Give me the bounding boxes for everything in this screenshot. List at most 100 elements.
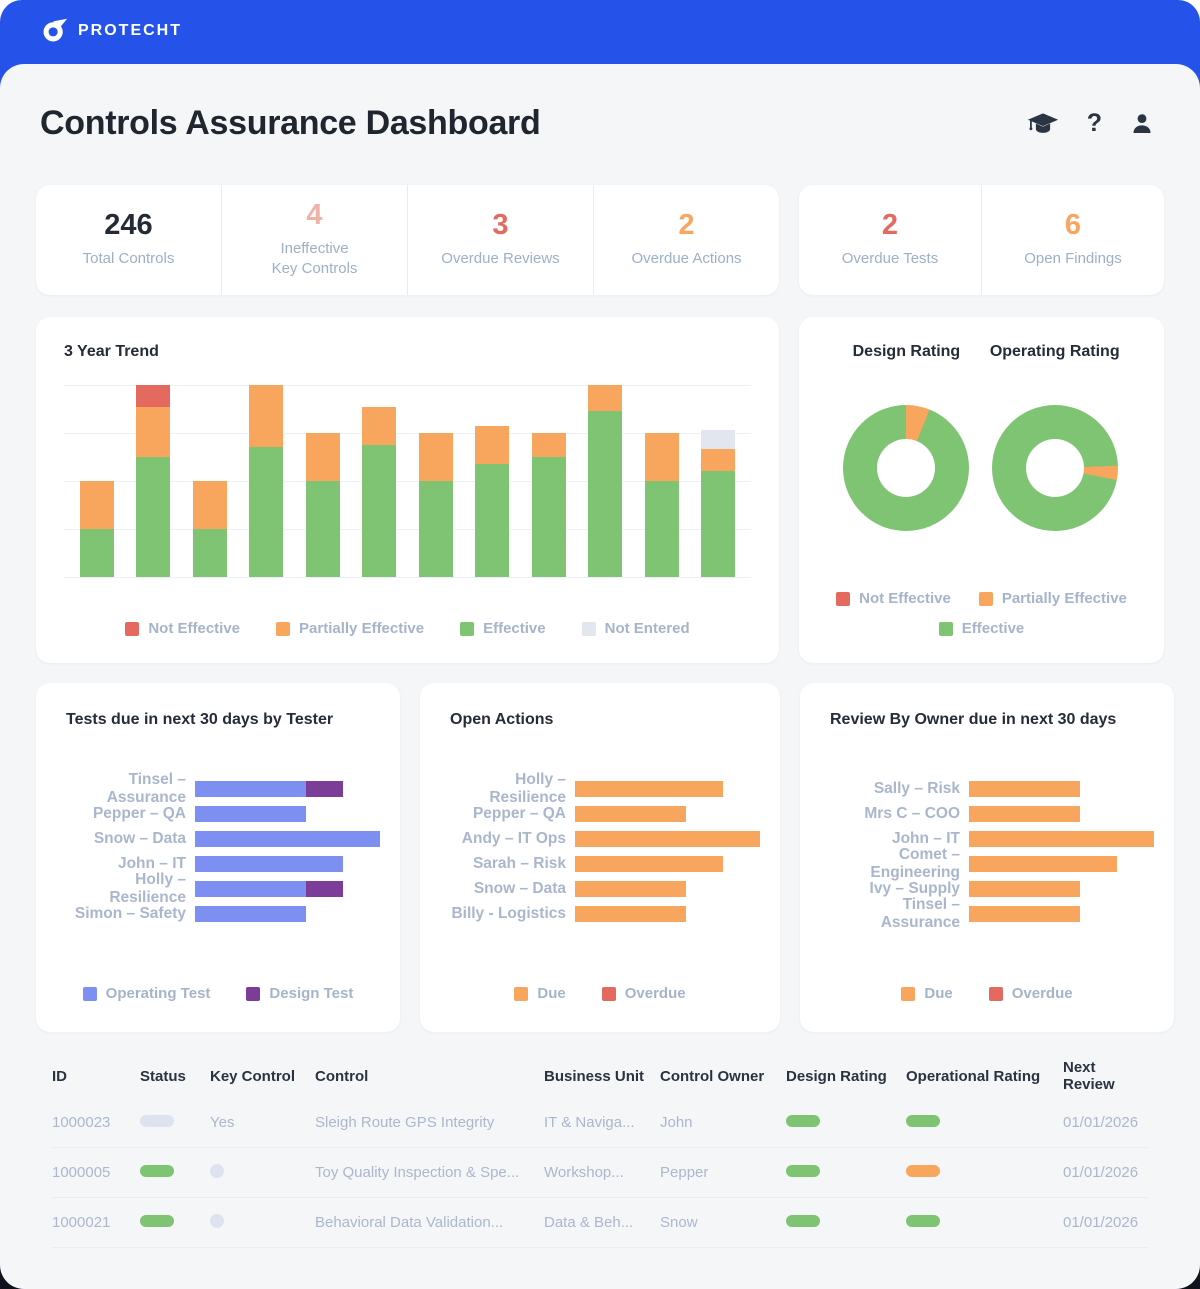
hbar-label: Simon – Safety <box>74 905 186 922</box>
hbar-segment-partially_effective[interactable] <box>969 831 1154 847</box>
hbar-segment-partially_effective[interactable] <box>575 781 723 797</box>
trend-bar-segment-effective[interactable] <box>305 481 340 577</box>
tests-due-title: Tests due in next 30 days by Tester <box>66 711 334 728</box>
hbar-row: Simon – Safety <box>56 905 380 922</box>
hbar-row: Sally – Risk <box>820 780 1154 797</box>
hbar-row: Holly – Resilience <box>440 771 760 806</box>
trend-gridline <box>64 577 751 578</box>
legend-label: Overdue <box>624 985 686 1002</box>
trend-bar[interactable] <box>305 433 340 577</box>
hbar-segment-design[interactable] <box>306 881 343 897</box>
trend-bar-segment-effective[interactable] <box>475 464 510 577</box>
kpi-stat[interactable]: 3 Overdue Reviews <box>408 185 594 295</box>
hbar-segment-partially_effective[interactable] <box>969 856 1117 872</box>
kpi-value: 2 <box>678 208 695 241</box>
table-row[interactable]: 1000023 Yes Sleigh Route GPS Integrity IT &… <box>52 1098 1148 1148</box>
hbar-track <box>575 831 760 847</box>
hbar-label: Andy – IT Ops <box>461 830 566 847</box>
operational_rating-pill <box>906 1115 940 1127</box>
table-cell-control: Behavioral Data Validation... <box>315 1214 504 1231</box>
trend-bar[interactable] <box>700 430 735 577</box>
operating-swatch-icon <box>82 986 97 1001</box>
trend-bar[interactable] <box>418 433 453 577</box>
trend-bar-segment-partially_effective[interactable] <box>80 481 114 529</box>
trend-bar[interactable] <box>80 481 114 577</box>
trend-bar-segment-not_effective[interactable] <box>136 385 171 407</box>
trend-bar-segment-effective[interactable] <box>192 529 227 577</box>
table-cell-status <box>140 1214 210 1231</box>
trend-bar-segment-effective[interactable] <box>588 411 623 577</box>
hbar-track <box>969 856 1154 872</box>
trend-bar-segment-partially_effective[interactable] <box>531 433 566 457</box>
trend-bar-segment-partially_effective[interactable] <box>700 449 735 471</box>
trend-bar-segment-partially_effective[interactable] <box>588 385 623 411</box>
hbar-segment-partially_effective[interactable] <box>575 906 686 922</box>
trend-bar-segment-partially_effective[interactable] <box>418 433 453 481</box>
trend-bar-segment-effective[interactable] <box>418 481 453 577</box>
protecht-logo[interactable]: PROTECHT <box>40 17 182 45</box>
hbar-segment-operating[interactable] <box>195 906 306 922</box>
trend-bar-segment-effective[interactable] <box>80 529 114 577</box>
trend-bar-segment-not_entered[interactable] <box>700 430 735 449</box>
trend-bar-segment-partially_effective[interactable] <box>362 407 397 445</box>
hbar-segment-partially_effective[interactable] <box>575 831 760 847</box>
trend-bar-segment-partially_effective[interactable] <box>249 385 284 447</box>
trend-bar[interactable] <box>136 385 171 577</box>
trend-bar[interactable] <box>644 433 679 577</box>
hbar-segment-operating[interactable] <box>195 781 306 797</box>
hbar-row: Snow – Data <box>56 830 380 847</box>
kpi-stat[interactable]: 2 Overdue Actions <box>594 185 779 295</box>
kpi-stat[interactable]: 2 Overdue Tests <box>799 185 982 295</box>
kpi-stat[interactable]: 4 Ineffective Key Controls <box>222 185 408 295</box>
design-rating-donut[interactable] <box>843 405 970 531</box>
hbar-segment-partially_effective[interactable] <box>969 781 1080 797</box>
trend-bar-segment-partially_effective[interactable] <box>644 433 679 481</box>
hbar-segment-design[interactable] <box>306 781 343 797</box>
trend-bar[interactable] <box>531 433 566 577</box>
trend-bar-segment-effective[interactable] <box>531 457 566 577</box>
trend-bar[interactable] <box>588 385 623 577</box>
hbar-segment-partially_effective[interactable] <box>969 906 1080 922</box>
hbar-track <box>969 906 1154 922</box>
trend-bar-segment-effective[interactable] <box>362 445 397 577</box>
trend-bar[interactable] <box>249 385 284 577</box>
trend-chart-title: 3 Year Trend <box>64 343 159 360</box>
trend-bar[interactable] <box>192 481 227 577</box>
trend-bar-segment-effective[interactable] <box>644 481 679 577</box>
help-icon[interactable]: ? <box>1087 111 1102 136</box>
legend-item: Operating Test <box>82 985 210 1002</box>
operating-rating-donut[interactable] <box>991 405 1118 531</box>
table-row[interactable]: 1000005 Toy Quality Inspection & Spe... Wo… <box>52 1148 1148 1198</box>
kpi-stat[interactable]: 6 Open Findings <box>982 185 1164 295</box>
protecht-logo-icon <box>40 17 68 45</box>
trend-bar-segment-partially_effective[interactable] <box>305 433 340 481</box>
kpi-stat[interactable]: 246 Total Controls <box>36 185 222 295</box>
hbar-row: Holly – Resilience <box>56 871 380 906</box>
effective-swatch-icon <box>460 621 475 636</box>
trend-bar-segment-partially_effective[interactable] <box>136 407 171 457</box>
hbar-segment-partially_effective[interactable] <box>575 806 686 822</box>
hbar-track <box>195 906 380 922</box>
trend-bar-segment-effective[interactable] <box>249 447 284 577</box>
hbar-segment-partially_effective[interactable] <box>575 856 723 872</box>
hbar-segment-partially_effective[interactable] <box>969 806 1080 822</box>
hbar-segment-partially_effective[interactable] <box>969 881 1080 897</box>
user-icon[interactable] <box>1130 112 1154 136</box>
trend-bar-segment-partially_effective[interactable] <box>475 426 510 464</box>
table-header-cell: Control <box>315 1067 369 1085</box>
hbar-segment-operating[interactable] <box>195 881 306 897</box>
trend-bar[interactable] <box>362 407 397 577</box>
hbar-segment-operating[interactable] <box>195 831 380 847</box>
hbar-segment-operating[interactable] <box>195 856 343 872</box>
hbar-segment-partially_effective[interactable] <box>575 881 686 897</box>
trend-bar[interactable] <box>475 426 510 577</box>
trend-bar-segment-partially_effective[interactable] <box>192 481 227 529</box>
graduation-cap-icon[interactable] <box>1027 111 1059 137</box>
table-row[interactable]: 1000021 Behavioral Data Validation... Data… <box>52 1198 1148 1248</box>
open-actions-title: Open Actions <box>450 711 554 728</box>
hbar-segment-operating[interactable] <box>195 806 306 822</box>
trend-bar-segment-effective[interactable] <box>136 457 171 577</box>
legend-item: Not Effective <box>125 620 240 637</box>
trend-bar-segment-effective[interactable] <box>700 471 735 577</box>
